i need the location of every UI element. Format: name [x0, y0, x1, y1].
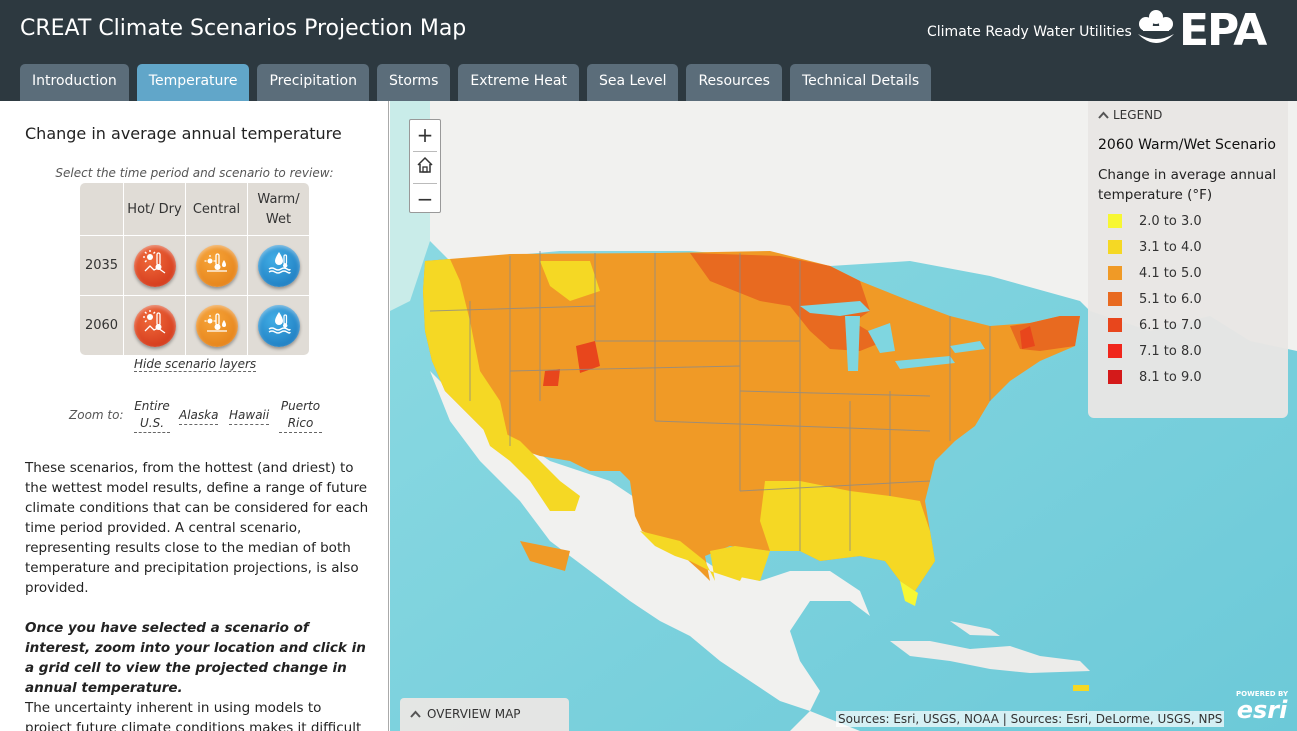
legend-header[interactable]: LEGEND	[1098, 108, 1162, 122]
zoom-alaska-link[interactable]: Alaska	[179, 407, 219, 425]
tab-temperature[interactable]: Temperature	[136, 64, 250, 101]
central-icon	[204, 249, 230, 282]
column-header-hot-dry: Hot/ Dry	[127, 202, 182, 217]
legend-item: 2.0 to 3.0	[1108, 212, 1202, 230]
grid-divider	[80, 235, 309, 236]
grid-cell	[124, 236, 185, 295]
zoom-out-button[interactable]: −	[416, 187, 434, 211]
warm-wet-icon	[266, 249, 292, 282]
legend-swatch	[1108, 240, 1122, 254]
legend-item-label: 6.1 to 7.0	[1139, 317, 1202, 333]
warm-wet-icon	[266, 309, 292, 342]
overview-map-toggle[interactable]: OVERVIEW MAP	[400, 698, 569, 731]
map-view[interactable]: + − LEGEND 2060 Warm/Wet Scenario Change…	[390, 101, 1297, 731]
hot-dry-icon	[142, 309, 168, 342]
tab-sea-level[interactable]: Sea Level	[586, 64, 679, 101]
grid-cell	[248, 236, 309, 295]
scenario-2035-hot-dry-button[interactable]	[133, 244, 176, 287]
legend-item: 5.1 to 6.0	[1108, 290, 1202, 308]
tab-precipitation[interactable]: Precipitation	[257, 64, 369, 101]
tab-extreme-heat[interactable]: Extreme Heat	[458, 64, 579, 101]
app-header: CREAT Climate Scenarios Projection Map C…	[0, 0, 1297, 101]
hot-dry-icon	[142, 249, 168, 282]
legend-title: 2060 Warm/Wet Scenario	[1098, 137, 1276, 153]
scenario-grid: Hot/ Dry Central Warm/ Wet 2035 2060	[80, 183, 309, 355]
legend-item-label: 8.1 to 9.0	[1139, 369, 1202, 385]
scenario-2060-hot-dry-button[interactable]	[133, 304, 176, 347]
legend-panel: LEGEND 2060 Warm/Wet Scenario Change in …	[1088, 101, 1288, 418]
home-button[interactable]	[410, 152, 440, 182]
grid-cell	[186, 236, 247, 295]
esri-wordmark: esri	[1236, 696, 1288, 724]
legend-item: 6.1 to 7.0	[1108, 316, 1202, 334]
legend-header-label: LEGEND	[1113, 108, 1163, 122]
scenario-description: These scenarios, from the hottest (and d…	[25, 460, 369, 596]
legend-item-label: 3.1 to 4.0	[1139, 239, 1202, 255]
legend-item-label: 4.1 to 5.0	[1139, 265, 1202, 281]
chevron-up-icon	[1098, 108, 1109, 122]
legend-item: 7.1 to 8.0	[1108, 342, 1202, 360]
grid-cell	[248, 296, 309, 355]
scenario-2060-central-button[interactable]	[195, 304, 238, 347]
overview-map-label: OVERVIEW MAP	[427, 707, 521, 721]
legend-item-label: 2.0 to 3.0	[1139, 213, 1202, 229]
app-title: CREAT Climate Scenarios Projection Map	[20, 16, 467, 41]
zoom-control: + −	[409, 119, 441, 213]
tab-technical-details[interactable]: Technical Details	[789, 64, 932, 101]
legend-item: 3.1 to 4.0	[1108, 238, 1202, 256]
legend-item: 4.1 to 5.0	[1108, 264, 1202, 282]
legend-swatch	[1108, 344, 1122, 358]
zoom-in-button[interactable]: +	[416, 123, 434, 147]
legend-swatch	[1108, 318, 1122, 332]
grid-divider	[80, 295, 309, 296]
tab-bar: Introduction Temperature Precipitation S…	[20, 64, 939, 101]
grid-cell	[124, 296, 185, 355]
zoom-divider	[413, 183, 437, 184]
uncertainty-text: The uncertainty inherent in using models…	[25, 700, 362, 731]
legend-item: 8.1 to 9.0	[1108, 368, 1202, 386]
column-header-central: Central	[192, 202, 241, 217]
grid-divider	[185, 183, 186, 355]
epa-flower-icon	[1133, 6, 1179, 56]
legend-swatch	[1108, 370, 1122, 384]
tab-resources[interactable]: Resources	[686, 64, 782, 101]
row-header-2035: 2035	[84, 257, 119, 273]
zoom-to-label: Zoom to:	[69, 408, 124, 422]
esri-powered-by: POWERED BY	[1235, 690, 1289, 698]
zoom-entire-us-link[interactable]: Entire U.S.	[134, 398, 170, 433]
legend-item-label: 5.1 to 6.0	[1139, 291, 1202, 307]
row-header-2060: 2060	[84, 317, 119, 333]
chevron-up-icon	[410, 707, 421, 721]
instruction-text: Once you have selected a scenario of int…	[25, 620, 366, 696]
legend-swatch	[1108, 292, 1122, 306]
zoom-divider	[413, 151, 437, 152]
legend-subtitle: Change in average annual temperature (°F…	[1098, 167, 1277, 203]
tab-introduction[interactable]: Introduction	[20, 64, 129, 101]
map-attribution: Sources: Esri, USGS, NOAA | Sources: Esr…	[836, 711, 1224, 727]
legend-item-label: 7.1 to 8.0	[1139, 343, 1202, 359]
grid-divider	[247, 183, 248, 355]
esri-logo[interactable]: POWERED BY esri	[1232, 690, 1292, 726]
scenario-2035-central-button[interactable]	[195, 244, 238, 287]
epa-logo-text: EPA	[1179, 5, 1267, 56]
central-icon	[204, 309, 230, 342]
header-subtitle-link[interactable]: Climate Ready Water Utilities	[927, 24, 1132, 40]
grid-cell	[186, 296, 247, 355]
epa-logo[interactable]: EPA	[1133, 8, 1283, 54]
scenario-2060-warm-wet-button[interactable]	[257, 304, 300, 347]
legend-swatch	[1108, 266, 1122, 280]
panel-title: Change in average annual temperature	[25, 124, 342, 143]
zoom-hawaii-link[interactable]: Hawaii	[229, 407, 270, 425]
tab-storms[interactable]: Storms	[376, 64, 451, 101]
side-panel: Change in average annual temperature Sel…	[0, 101, 389, 731]
column-header-warm-wet: Warm/ Wet	[257, 192, 300, 227]
scenario-2035-warm-wet-button[interactable]	[257, 244, 300, 287]
zoom-puerto-rico-link[interactable]: Puerto Rico	[279, 398, 322, 433]
grid-divider	[123, 183, 124, 355]
select-prompt: Select the time period and scenario to r…	[55, 166, 334, 180]
legend-swatch	[1108, 214, 1122, 228]
hide-scenario-layers-link[interactable]: Hide scenario layers	[134, 357, 257, 372]
home-icon	[416, 155, 434, 179]
